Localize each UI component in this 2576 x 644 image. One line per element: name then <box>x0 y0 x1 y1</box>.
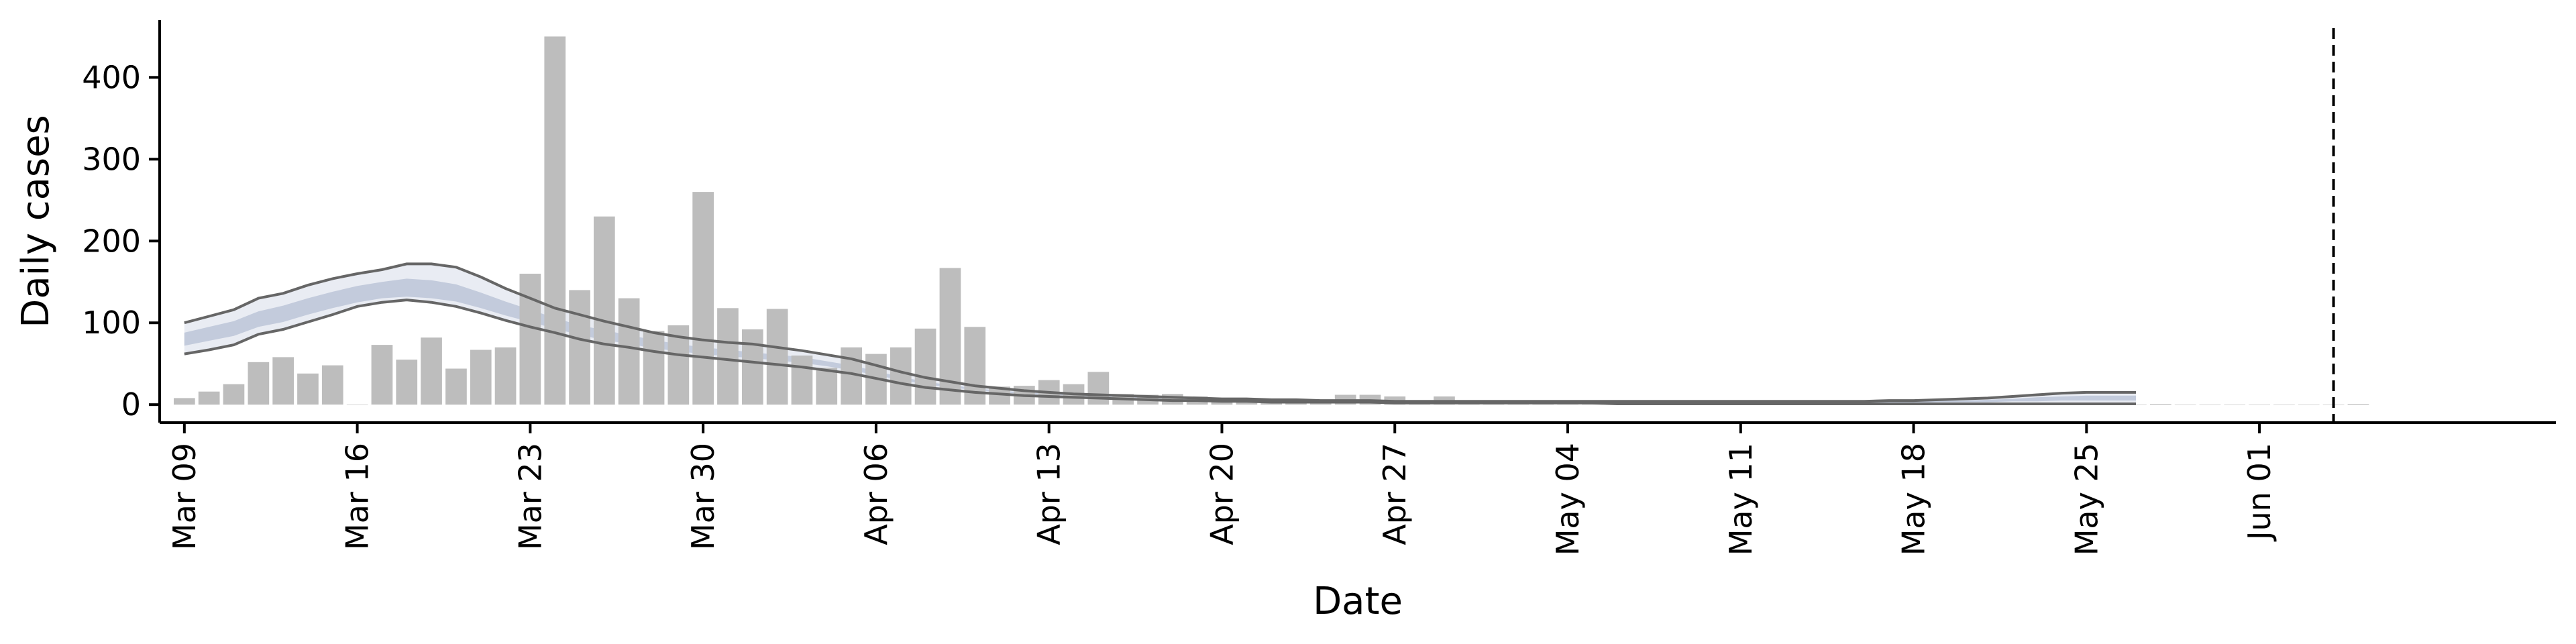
bar <box>174 398 195 405</box>
bar <box>421 337 442 405</box>
x-tick-label: Apr 13 <box>1031 443 1067 545</box>
bar <box>544 36 566 405</box>
band-upper-line <box>184 262 2136 403</box>
bar <box>742 329 763 405</box>
y-tick-label: 200 <box>82 223 141 259</box>
bar <box>297 373 319 405</box>
bar <box>396 360 418 405</box>
band-lower-line <box>184 299 2136 405</box>
bar <box>594 216 615 405</box>
bar <box>717 308 739 405</box>
x-tick-label: Apr 20 <box>1203 443 1240 545</box>
bar <box>890 347 912 405</box>
bar <box>643 331 665 405</box>
bar <box>816 368 838 405</box>
x-tick-label: Mar 16 <box>339 443 376 550</box>
x-tick-label: Mar 09 <box>166 443 203 550</box>
x-tick-label: May 11 <box>1723 443 1759 555</box>
bar <box>470 350 492 405</box>
x-tick-label: May 04 <box>1550 443 1586 555</box>
bar <box>248 362 270 405</box>
y-tick-label: 0 <box>121 386 141 423</box>
x-ticks: Mar 09 Mar 16 Mar 23 Mar 30 Apr 06 Apr 13 Apr … <box>166 423 2277 555</box>
axes <box>158 20 2556 424</box>
bar <box>569 290 590 405</box>
x-tick-label: Mar 23 <box>512 443 548 550</box>
y-tick-label: 400 <box>82 59 141 95</box>
bar <box>692 192 714 405</box>
bar <box>223 384 245 405</box>
bar <box>766 309 788 405</box>
bar <box>321 365 343 405</box>
bar <box>371 345 393 405</box>
lines-layer <box>184 262 2136 405</box>
bar <box>198 391 220 405</box>
bar <box>519 274 541 405</box>
x-tick-label: Apr 27 <box>1377 443 1413 545</box>
bar <box>914 328 936 405</box>
bar <box>2347 404 2369 405</box>
bar <box>791 356 813 405</box>
x-tick-label: Jun 01 <box>2241 443 2277 542</box>
band-inner <box>184 278 2136 403</box>
bar <box>1087 372 1110 405</box>
bar <box>272 357 294 405</box>
y-axis-title: Daily cases <box>14 115 58 327</box>
x-tick-label: May 18 <box>1896 443 1932 555</box>
y-ticks: 0 100 200 300 400 <box>82 59 160 423</box>
x-tick-label: Apr 06 <box>858 443 894 545</box>
x-axis-title: Date <box>1313 580 1403 623</box>
bar <box>2150 404 2171 405</box>
bar <box>618 298 640 405</box>
bar <box>494 347 517 405</box>
bars-layer <box>174 36 2369 405</box>
y-tick-label: 300 <box>82 141 141 177</box>
bar <box>445 368 467 405</box>
y-tick-label: 100 <box>82 305 141 341</box>
x-tick-label: May 25 <box>2068 443 2104 555</box>
x-tick-label: Mar 30 <box>685 443 721 550</box>
